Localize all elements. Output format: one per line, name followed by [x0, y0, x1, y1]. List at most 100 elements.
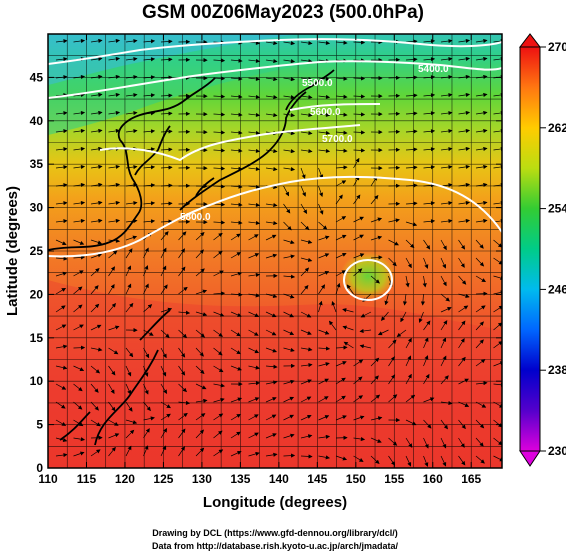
- wind-arrow: [73, 146, 86, 152]
- wind-arrow: [300, 379, 312, 385]
- wind-arrow: [248, 365, 260, 370]
- colorbar-ticks: 270 262 254 246 238 230: [540, 40, 566, 458]
- wind-arrow: [388, 437, 398, 446]
- wind-arrow: [265, 414, 277, 421]
- wind-arrow: [370, 194, 379, 205]
- wind-arrow: [213, 413, 224, 421]
- wind-arrow: [90, 239, 103, 245]
- wind-arrow: [160, 201, 173, 206]
- wind-arrow: [283, 329, 295, 336]
- wind-arrow: [458, 401, 470, 407]
- wind-arrow: [353, 148, 366, 153]
- wind-arrow: [125, 128, 138, 134]
- wind-arrow: [402, 293, 408, 306]
- wind-arrow: [265, 166, 278, 172]
- wind-arrow: [335, 252, 347, 259]
- wind-arrow: [318, 455, 331, 460]
- wind-arrow: [213, 430, 223, 439]
- wind-arrow: [90, 268, 100, 277]
- wind-arrow: [440, 455, 447, 467]
- wind-arrow: [458, 200, 471, 205]
- plot-area: 5400.0 5500.0 5600.0 5800.0 5700.0: [48, 34, 502, 468]
- wind-arrow: [160, 183, 173, 188]
- wind-arrow: [248, 58, 261, 64]
- wind-arrow: [230, 148, 243, 153]
- wind-arrow: [283, 311, 295, 318]
- wind-arrow: [55, 219, 68, 224]
- wind-arrow: [493, 92, 502, 98]
- wind-arrow: [108, 419, 119, 426]
- wind-arrow: [370, 375, 379, 385]
- y-tick-label: 5: [36, 418, 43, 432]
- wind-arrow: [195, 268, 205, 277]
- wind-arrow: [108, 303, 116, 313]
- wind-arrow: [388, 239, 399, 246]
- wind-arrow: [90, 449, 101, 457]
- wind-arrow: [423, 201, 436, 206]
- wind-arrow: [178, 329, 188, 339]
- wind-arrow: [283, 221, 292, 231]
- wind-arrow: [90, 303, 100, 313]
- wind-arrow: [458, 305, 469, 313]
- wind-arrow: [108, 383, 115, 395]
- wind-arrow: [90, 38, 103, 43]
- wind-arrow: [55, 201, 68, 206]
- wind-arrow: [300, 130, 313, 136]
- wind-arrow: [55, 305, 66, 313]
- wind-arrow: [55, 239, 67, 246]
- wind-arrow: [230, 431, 241, 439]
- wind-arrow: [440, 293, 450, 302]
- wind-arrow: [125, 419, 138, 425]
- wind-arrow: [440, 307, 452, 313]
- wind-arrow: [178, 383, 187, 393]
- wind-arrow: [370, 357, 380, 367]
- wind-arrow: [143, 75, 156, 80]
- wind-arrow: [265, 40, 278, 46]
- wind-arrow: [73, 218, 86, 224]
- wind-arrow: [493, 128, 502, 134]
- wind-arrow: [458, 320, 466, 331]
- wind-arrow: [73, 38, 86, 44]
- wind-arrow: [423, 397, 435, 403]
- wind-arrow: [213, 148, 226, 153]
- wind-arrow: [55, 147, 68, 152]
- wind-arrow: [230, 220, 243, 225]
- wind-arrow: [55, 383, 67, 390]
- wind-arrow: [73, 255, 86, 260]
- wind-arrow: [160, 75, 173, 80]
- wind-arrow: [90, 365, 101, 374]
- wind-arrow: [405, 373, 412, 385]
- x-tick-label: 130: [192, 472, 212, 486]
- wind-arrow: [440, 437, 447, 449]
- wind-arrow: [475, 56, 488, 61]
- wind-arrow: [335, 130, 348, 135]
- wind-arrow: [73, 401, 83, 410]
- wind-arrow: [493, 200, 502, 206]
- wind-arrow: [400, 311, 407, 323]
- wind-arrow: [353, 376, 363, 385]
- wind-arrow: [213, 130, 226, 135]
- wind-arrow: [300, 284, 309, 295]
- wind-arrow: [108, 433, 120, 439]
- colorbar-tick-label: 254: [548, 202, 566, 216]
- wind-arrow: [440, 182, 453, 188]
- wind-arrow: [248, 311, 260, 318]
- y-tick-label: 40: [30, 114, 44, 128]
- wind-arrow: [423, 437, 429, 449]
- x-axis-title: Longitude (degrees): [203, 494, 347, 511]
- x-tick-label: 115: [77, 472, 97, 486]
- wind-arrow: [248, 112, 261, 118]
- wind-arrow: [318, 130, 331, 136]
- warm-air-region: [48, 280, 502, 468]
- wind-arrow: [143, 201, 156, 206]
- wind-arrow: [55, 75, 68, 80]
- wind-arrow: [55, 57, 68, 62]
- wind-arrow: [90, 110, 103, 115]
- wind-arrow: [493, 275, 502, 281]
- wind-arrow: [178, 286, 188, 295]
- wind-arrow: [265, 112, 278, 118]
- wind-arrow: [475, 359, 486, 367]
- wind-arrow: [440, 400, 453, 406]
- wind-arrow: [405, 239, 415, 249]
- wind-arrow: [265, 58, 278, 64]
